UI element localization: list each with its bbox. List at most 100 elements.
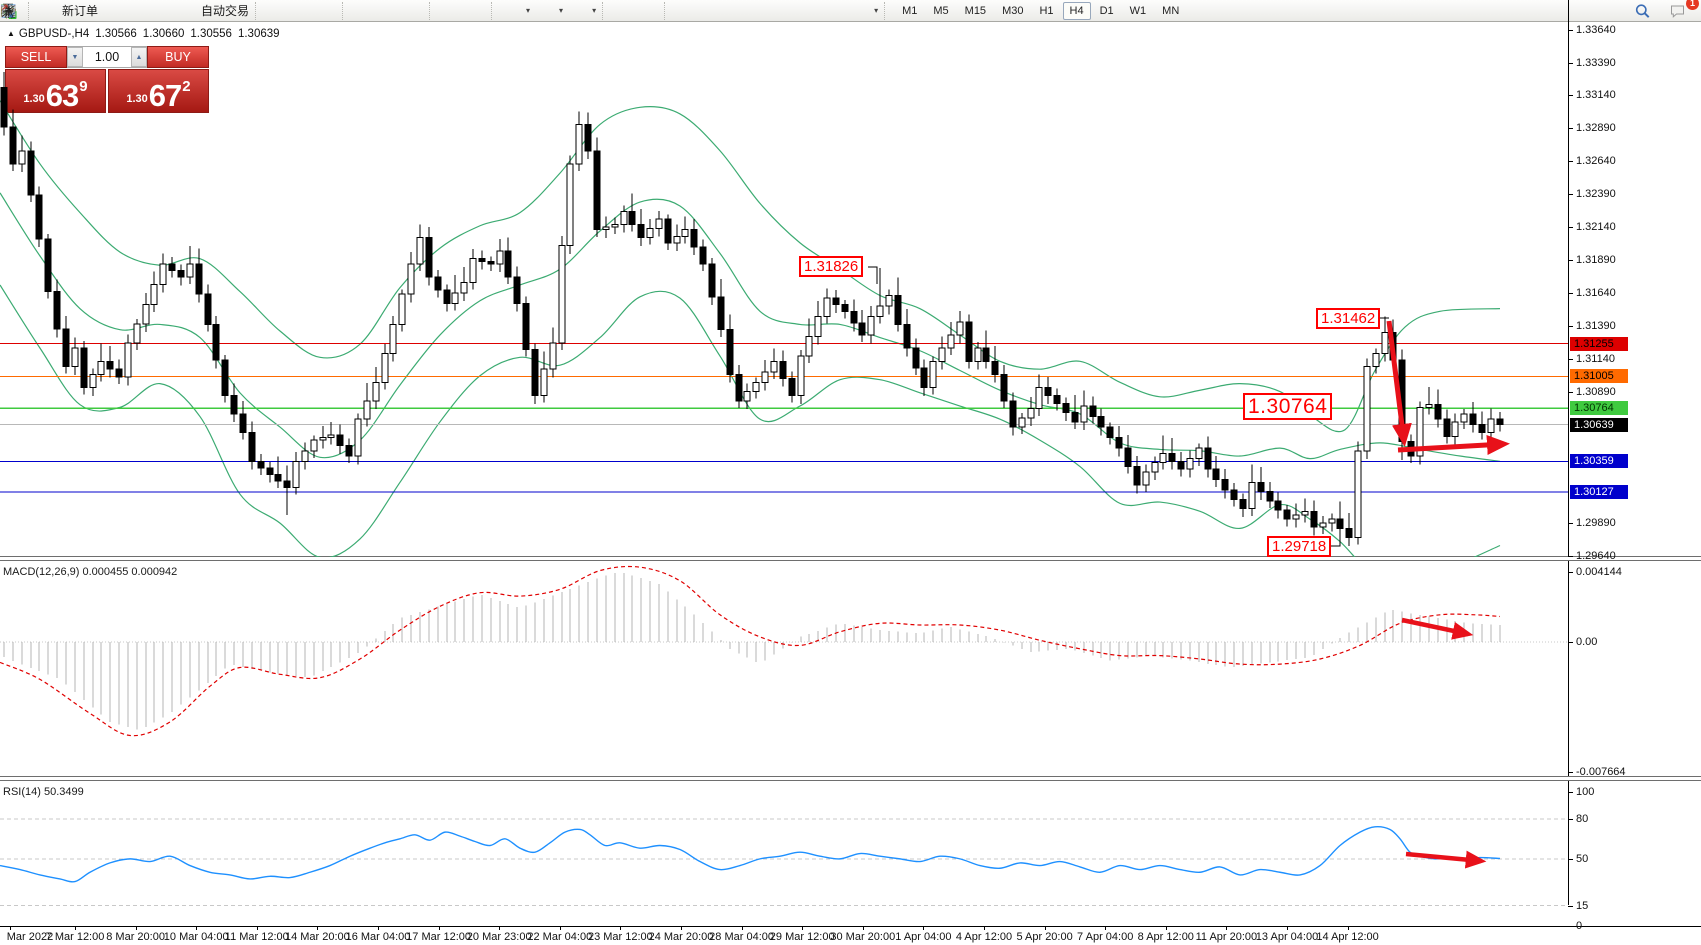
time-label: 11 Mar 12:00 [224, 931, 289, 943]
price-annotation-1.31826[interactable]: 1.31826 [799, 256, 864, 277]
rsi-axis-tick [1568, 819, 1573, 820]
cursor-button[interactable] [5, 0, 637, 22]
y-axis-label: 1.29640 [1576, 550, 1616, 562]
new-order-button-label: 新订单 [62, 4, 99, 18]
toolbar: 新订单 自动交易 ▾ ▾ ▾ E F A T ▾ M1 M5 M15 M30 H1 H4 D1 W1 MN 1 [0, 0, 1701, 22]
symbol-name: GBPUSD-,H4 [18, 28, 90, 40]
rsi-pane-splitter[interactable] [0, 776, 1701, 781]
timeframe-m15-button[interactable]: M15 [964, 4, 987, 17]
time-tick [741, 927, 743, 930]
y-axis-tick [1568, 392, 1573, 393]
chat-button[interactable]: 1 [1668, 0, 1699, 22]
text-label-button[interactable]: T [1, 0, 849, 22]
time-label: 30 Mar 20:00 [830, 931, 896, 943]
volume-stepper: ▼ 1.00 ▲ [67, 46, 147, 68]
crosshair-button[interactable] [1, 0, 662, 22]
text-button[interactable]: A [5, 0, 824, 22]
volume-increase-button[interactable]: ▲ [131, 47, 147, 67]
sell-price-quote[interactable]: 1.30 63 9 [5, 69, 106, 113]
auto-trading-button[interactable]: 自动交易 [1, 0, 253, 22]
line-chart-button[interactable] [0, 0, 340, 22]
y-axis-tick [1568, 63, 1573, 64]
timeframe-m5-button[interactable]: M5 [933, 4, 949, 17]
buy-price-quote[interactable]: 1.30 67 2 [108, 69, 209, 113]
candlestick-chart-button[interactable] [2, 0, 315, 22]
zoom-out-icon [1, 3, 398, 19]
y-axis-tick [1568, 95, 1573, 96]
rsi-label: RSI(14) 50.3499 [3, 786, 84, 798]
macd-axis-label: 0.004144 [1576, 566, 1622, 578]
price-annotation-1.29718[interactable]: 1.29718 [1267, 536, 1332, 557]
sell-price-prefix: 1.30 [23, 93, 45, 105]
sell-button[interactable]: SELL [5, 46, 67, 68]
y-axis-tick [1568, 260, 1573, 261]
fibonacci-button[interactable]: F [2, 0, 799, 22]
arrows-icon [2, 3, 870, 19]
y-axis-tick [1568, 227, 1573, 228]
shift-chart-end-button[interactable] [3, 0, 464, 22]
timeframe-m1-button[interactable]: M1 [902, 4, 918, 17]
timeframe-h4-button[interactable]: H4 [1062, 1, 1091, 20]
timeframe-d1-button[interactable]: D1 [1099, 4, 1114, 17]
timeframe-mn-button[interactable]: MN [1162, 4, 1180, 17]
volume-decrease-button[interactable]: ▼ [67, 47, 83, 67]
time-tick [10, 927, 11, 930]
y-axis-label: 1.33390 [1576, 57, 1616, 69]
new-order-button[interactable]: 新订单 [3, 0, 102, 22]
time-tick [862, 927, 864, 930]
price-tag-1.31255: 1.31255 [1570, 337, 1628, 351]
rsi-axis-label: 15 [1576, 900, 1589, 912]
timeframe-m30-button[interactable]: M30 [1002, 4, 1024, 17]
periods-button[interactable]: ▾ [2, 0, 567, 22]
fibonacci-icon: F [2, 3, 795, 19]
rsi-axis-tick [1568, 926, 1573, 927]
timeframe-h1-button[interactable]: H1 [1039, 4, 1054, 17]
signals-button[interactable] [2, 0, 177, 22]
zoom-out-button[interactable] [1, 0, 402, 22]
collapse-icon[interactable]: ▲ [7, 29, 15, 38]
templates-button[interactable]: ▾ [1, 0, 600, 22]
equidistant-channel-button[interactable]: E [1, 0, 774, 22]
text-icon: A [5, 3, 820, 19]
time-tick [1226, 927, 1228, 930]
add-indicator-button[interactable]: ▾ [1, 0, 534, 22]
auto-trading-icon [1, 3, 198, 19]
rsi-pane-canvas[interactable] [0, 780, 1568, 926]
macd-pane-canvas[interactable] [0, 560, 1568, 777]
time-label: 16 Mar 04:00 [345, 931, 411, 943]
timeframe-w1-button[interactable]: W1 [1129, 4, 1147, 17]
time-tick [196, 927, 198, 930]
rsi-arrow [1405, 850, 1487, 869]
auto-scroll-button[interactable] [2, 0, 489, 22]
price-annotation-1.30764[interactable]: 1.30764 [1243, 393, 1333, 420]
main-chart-canvas[interactable] [0, 22, 1568, 557]
price-annotation-1.31462[interactable]: 1.31462 [1316, 308, 1381, 329]
y-axis-label: 1.29890 [1576, 517, 1616, 529]
y-axis-label: 1.31890 [1576, 254, 1616, 266]
tile-windows-button[interactable] [1, 0, 427, 22]
price-tag-1.30359: 1.30359 [1570, 454, 1628, 468]
buy-button[interactable]: BUY [147, 46, 209, 68]
rsi-axis-tick [1568, 906, 1573, 907]
time-label: 11 Apr 20:00 [1195, 931, 1258, 943]
y-axis-tick [1568, 523, 1573, 524]
zoom-in-button[interactable] [1, 0, 377, 22]
vertical-line-button[interactable] [7, 0, 699, 22]
macd-pane-splitter[interactable] [0, 556, 1701, 561]
time-axis: Mar 2022 7 Mar 12:00 8 Mar 20:00 10 Mar 04:… [0, 926, 1701, 945]
search-button[interactable] [1633, 0, 1658, 22]
time-tick [75, 927, 76, 930]
arrows-button[interactable]: ▾ [2, 0, 882, 22]
y-axis-tick [1568, 30, 1573, 31]
trendline-button[interactable] [2, 0, 749, 22]
toolbar-separator [491, 1, 499, 20]
styles-button[interactable] [1, 0, 127, 22]
chevron-down-icon: ▾ [559, 6, 564, 15]
buy-price-pip: 2 [182, 78, 191, 95]
volume-input[interactable]: 1.00 [94, 50, 120, 64]
market-watch-button[interactable] [2, 0, 152, 22]
horizontal-line-button[interactable] [2, 0, 724, 22]
bar-chart-button[interactable] [1, 0, 290, 22]
time-label: 1 Apr 04:00 [895, 931, 952, 943]
equidistant-channel-icon: E [1, 3, 770, 19]
